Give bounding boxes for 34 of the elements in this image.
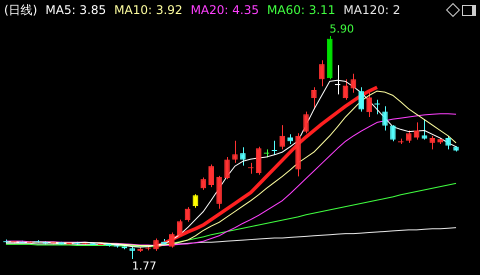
candlestick <box>350 73 356 94</box>
candlestick <box>272 140 278 156</box>
candlestick <box>319 60 325 87</box>
text: MA20: 4.35 <box>190 3 259 17</box>
candlestick <box>445 135 451 150</box>
candlestick <box>303 111 309 134</box>
text: MA60: 3.11 <box>267 3 336 17</box>
text: MA5: 3.85 <box>45 3 106 17</box>
chart-title: (日线) <box>4 2 38 18</box>
candlestick <box>192 194 198 208</box>
candlestick <box>390 124 396 142</box>
candlestick <box>358 86 364 112</box>
candlestick <box>366 90 372 118</box>
candlestick <box>130 246 136 260</box>
candlestick <box>256 146 262 176</box>
candlestick <box>184 206 190 222</box>
text: MA10: 3.92 <box>114 3 183 17</box>
candlestick <box>232 140 238 164</box>
candlestick <box>414 122 420 140</box>
text: MA120: 2 <box>343 3 400 17</box>
candlestick <box>176 219 182 238</box>
candlestick <box>287 134 293 144</box>
text: 5.90 <box>329 22 354 36</box>
candlestick <box>280 124 286 150</box>
candlestick <box>240 146 246 166</box>
candlestick <box>342 78 348 100</box>
candlestick <box>430 135 436 150</box>
text: 1.77 <box>132 259 157 272</box>
candlestick <box>311 86 317 110</box>
candlestick <box>169 232 175 248</box>
candlestick <box>382 106 388 131</box>
candlestick <box>153 238 159 252</box>
candlestick <box>208 164 214 188</box>
candlestick <box>224 156 230 180</box>
